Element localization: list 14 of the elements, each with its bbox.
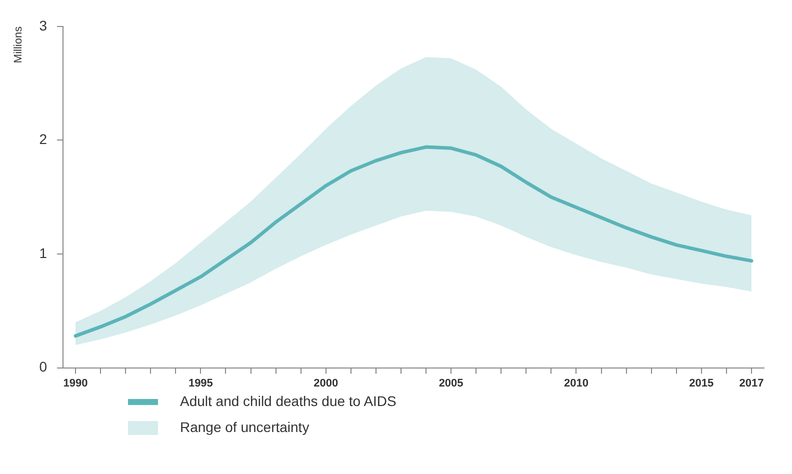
y-tick-label: 0 [39,358,48,375]
legend-label: Adult and child deaths due to AIDS [180,393,396,409]
x-tick-label: 2015 [689,377,714,390]
x-tick-label: 1995 [188,377,213,390]
y-tick-label: 2 [39,131,48,148]
x-tick-label: 2005 [438,377,464,390]
y-tick-label: 3 [39,17,48,34]
x-tick-label: 2000 [314,377,338,390]
y-tick-label: 1 [39,244,48,261]
text: Range of uncertainty [180,419,310,435]
y-axis-title: Millions [12,26,25,64]
x-tick-label: 2017 [739,377,764,390]
x-tick-label: 1990 [63,377,88,390]
x-tick-label: 2010 [564,377,588,390]
